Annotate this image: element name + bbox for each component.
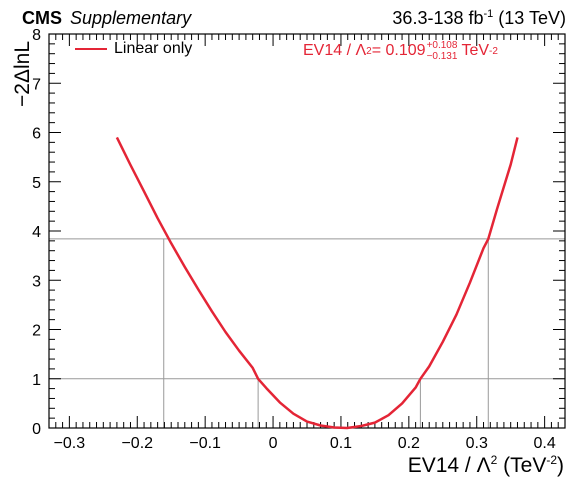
x-tick-label: −0.2 (121, 435, 153, 452)
x-tick-label: 0.2 (398, 435, 420, 452)
x-title-square: 2 (490, 453, 498, 467)
y-tick-label: 7 (32, 76, 41, 93)
x-tick-label: 0.4 (534, 435, 556, 452)
lumi-range: 36.3-138 fb (392, 8, 484, 28)
x-title-unit: (TeV (497, 454, 547, 477)
y-tick-label: 1 (32, 372, 41, 389)
lumi-exponent: -1 (483, 8, 494, 20)
result-unit: TeV (461, 42, 490, 59)
result-errors: +0.108 −0.131 (427, 40, 458, 62)
y-tick-label: 6 (32, 126, 41, 143)
x-axis-title: EV14 / Λ2 (TeV-2) (408, 453, 564, 478)
x-title-close: ) (557, 454, 564, 477)
y-tick-label: 0 (32, 421, 41, 438)
legend: Linear only (75, 40, 192, 58)
x-title-unit-exp: -2 (546, 453, 557, 467)
x-title-main: EV14 / Λ (407, 454, 491, 477)
legend-line-swatch (75, 47, 107, 51)
y-tick-label: 3 (32, 273, 41, 290)
result-unit-exp: -2 (489, 45, 498, 57)
result-square: 2 (366, 45, 372, 57)
luminosity-label: 36.3-138 fb-1 (13 TeV) (392, 8, 566, 29)
result-plus-error: +0.108 (426, 40, 458, 51)
y-axis-title: −2ΔlnL (11, 41, 34, 107)
result-minus-error: −0.131 (426, 51, 458, 62)
y-tick-label: 2 (32, 323, 41, 340)
y-tick-label: 8 (32, 27, 41, 44)
legend-label: Linear only (114, 40, 193, 57)
x-tick-label: 0 (269, 435, 278, 452)
energy-label: (13 TeV) (498, 8, 566, 28)
x-tick-label: 0.1 (330, 435, 352, 452)
x-tick-label: −0.1 (189, 435, 221, 452)
x-tick-label: 0.3 (466, 435, 488, 452)
result-value: = 0.109 (371, 42, 426, 59)
supplementary-label: Supplementary (70, 8, 192, 28)
y-tick-label: 5 (32, 175, 41, 192)
experiment-label: CMS (22, 8, 62, 28)
result-prefix: EV14 / Λ (303, 42, 367, 59)
y-tick-label: 4 (32, 224, 41, 241)
plot-frame (48, 33, 566, 429)
series-line-0 (115, 136, 519, 430)
x-tick-label: −0.3 (54, 435, 86, 452)
